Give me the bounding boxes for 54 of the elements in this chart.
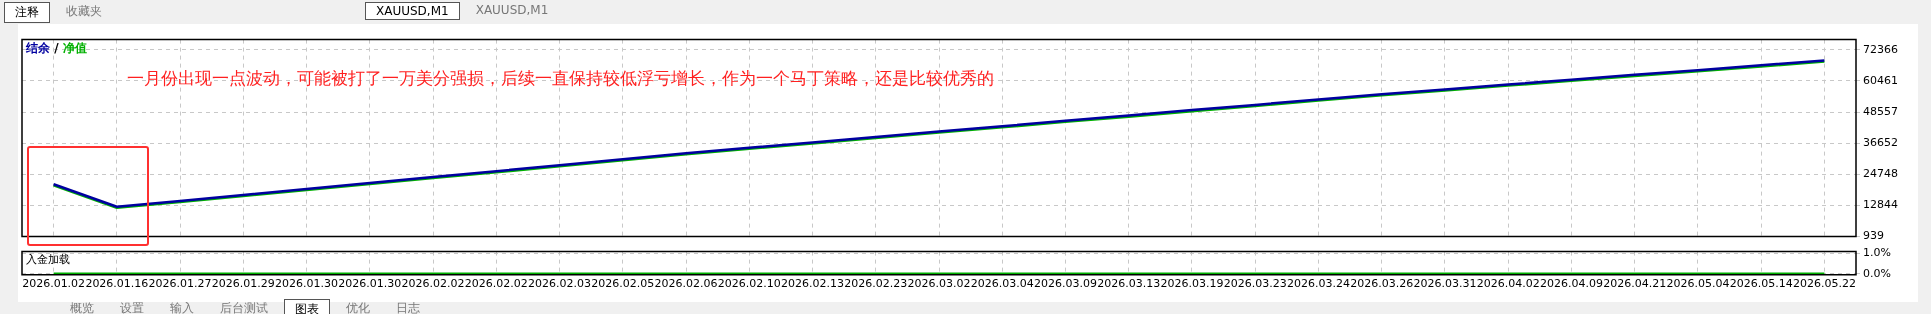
x-tick-label: 2026.01.27 — [148, 277, 212, 291]
x-tick-label: 2026.01.02 — [22, 277, 86, 291]
x-tick-label: 2026.02.23 — [844, 277, 908, 291]
x-tick-label: 2026.02.13 — [781, 277, 845, 291]
text: 净值 — [62, 40, 87, 55]
annotation: 一月份出现一点波动，可能被打了一万美分强损，后续一直保持较低浮亏增长，作为一个马丁策略，还是比较优秀的 — [127, 68, 994, 89]
annotation: / — [50, 40, 63, 55]
x-tick-label: 2026.01.16 — [85, 277, 149, 291]
y-tick-label: 939 — [1863, 229, 1884, 243]
x-tick-label: 2026.01.29 — [211, 277, 275, 291]
x-tick-label: 2026.02.05 — [591, 277, 655, 291]
text: XAUUSD,M1 — [365, 2, 460, 20]
y-tick-label: 12844 — [1863, 198, 1898, 212]
text: 设置 — [119, 300, 145, 314]
text: 收藏夹 — [65, 3, 103, 20]
x-tick-label: 2026.03.31 — [1413, 277, 1477, 291]
x-tick-label: 2026.02.02 — [401, 277, 465, 291]
x-tick-label: 2026.04.02 — [1476, 277, 1540, 291]
text: XAUUSD,M1 — [474, 2, 550, 19]
x-tick-label: 2026.02.02 — [464, 277, 528, 291]
x-tick-label: 2026.03.23 — [1223, 277, 1287, 291]
x-tick-label: 2026.03.13 — [1097, 277, 1161, 291]
x-tick-label: 2026.02.03 — [528, 277, 592, 291]
text: 结余 — [25, 40, 51, 55]
x-tick-label: 2026.03.24 — [1286, 277, 1350, 291]
x-tick-label: 2026.02.06 — [654, 277, 718, 291]
x-tick-label: 2026.03.02 — [907, 277, 971, 291]
x-tick-label: 2026.05.14 — [1729, 277, 1793, 291]
x-tick-label: 2026.01.30 — [338, 277, 402, 291]
x-tick-label: 2026.05.22 — [1792, 277, 1856, 291]
x-tick-label: 2026.03.09 — [1033, 277, 1097, 291]
x-tick-label: 2026.03.19 — [1160, 277, 1224, 291]
x-tick-label: 2026.04.21 — [1603, 277, 1667, 291]
x-tick-label: 2026.03.04 — [970, 277, 1034, 291]
text: 图表 — [284, 299, 330, 314]
text: 后台测试 — [219, 300, 269, 314]
y-tick-label: 1.0% — [1863, 246, 1891, 260]
text: 概览 — [69, 300, 95, 314]
x-tick-label: 2026.01.30 — [275, 277, 339, 291]
y-tick-label: 48557 — [1863, 104, 1898, 118]
y-tick-label: 36652 — [1863, 136, 1898, 149]
text: 注释 — [4, 2, 50, 23]
x-tick-label: 2026.02.10 — [717, 277, 781, 291]
x-tick-label: 2026.04.09 — [1539, 277, 1603, 291]
y-tick-label: 60461 — [1863, 73, 1898, 87]
x-tick-label: 2026.05.04 — [1666, 277, 1730, 291]
y-tick-label: 24748 — [1863, 167, 1898, 181]
text: 输入 — [169, 300, 195, 314]
text: 优化 — [345, 300, 371, 314]
y-tick-label: 0.0% — [1863, 266, 1891, 280]
chart-title: 入金加载 — [26, 252, 70, 266]
text: 日志 — [395, 300, 421, 314]
y-tick-label: 72366 — [1863, 42, 1898, 56]
x-tick-label: 2026.03.26 — [1350, 277, 1414, 291]
